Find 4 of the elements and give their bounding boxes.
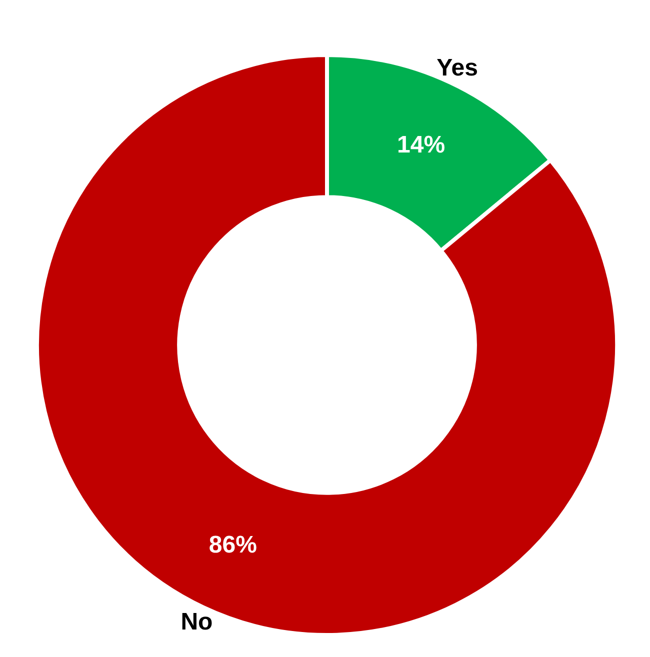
data-label: 14% [397,132,446,159]
data-label: 86% [208,531,257,558]
slice-label: No [180,608,213,636]
slice-label: Yes [436,54,478,82]
